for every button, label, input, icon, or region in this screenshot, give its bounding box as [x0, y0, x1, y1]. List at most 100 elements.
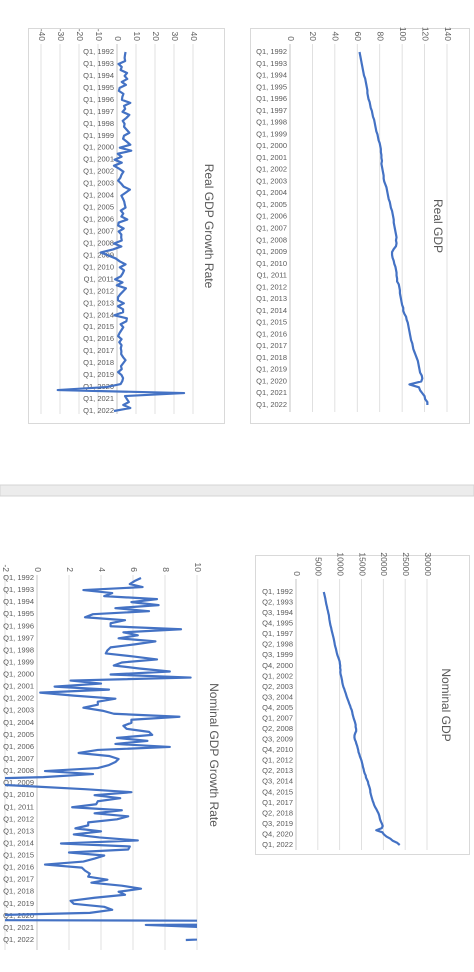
- y-tick-label: 60: [353, 32, 363, 42]
- x-tick-label: Q1, 2002: [3, 694, 34, 703]
- y-tick-label: 10: [132, 32, 142, 42]
- x-tick-label: Q1, 2002: [256, 165, 287, 174]
- y-tick-label: 120: [420, 27, 430, 41]
- y-tick-label: 40: [189, 32, 199, 42]
- y-tick-label: 4: [97, 567, 107, 572]
- y-tick-label: 140: [443, 27, 453, 41]
- chart: 0 20 40 60 80 100 120 140 Q1, 1992 Q1, 1993 Q1, 19…: [250, 27, 470, 424]
- x-tick-label: Q2, 1998: [262, 640, 293, 649]
- x-tick-label: Q1, 1997: [262, 629, 293, 638]
- y-tick-label: 80: [375, 32, 385, 42]
- x-tick-label: Q4, 2000: [262, 661, 293, 670]
- x-tick-label: Q1, 2000: [3, 670, 34, 679]
- x-tick-label: Q1, 2022: [3, 935, 34, 944]
- chart: 0 5000 10000 15000 20000 25000 30000 Q1, 1992 Q2…: [255, 552, 470, 855]
- x-tick-label: Q1, 1993: [256, 59, 287, 68]
- x-tick-label: Q3, 1999: [262, 650, 293, 659]
- y-tick-label: 100: [398, 27, 408, 41]
- x-tick-label: Q1, 2018: [3, 887, 34, 896]
- x-tick-label: Q1, 2022: [262, 840, 293, 849]
- x-tick-label: Q3, 1994: [262, 608, 293, 617]
- x-tick-label: Q1, 1996: [83, 95, 114, 104]
- x-tick-label: Q1, 2015: [83, 322, 114, 331]
- data-line: [322, 591, 401, 846]
- x-tick-label: Q1, 1998: [3, 645, 34, 654]
- y-tick-label: -10: [94, 29, 104, 42]
- x-tick-label: Q1, 2018: [256, 353, 287, 362]
- x-tick-label: Q1, 1992: [83, 47, 114, 56]
- x-tick-label: Q1, 2012: [256, 282, 287, 291]
- x-tick-label: Q1, 2013: [83, 298, 114, 307]
- y-tick-label: 10000: [335, 552, 345, 576]
- x-tick-label: Q1, 1999: [256, 129, 287, 138]
- x-tick-label: Q1, 1996: [3, 621, 34, 630]
- x-tick-label: Q1, 2009: [3, 778, 34, 787]
- y-tick-label: 20: [308, 32, 318, 42]
- x-tick-label: Q1, 2006: [256, 212, 287, 221]
- y-tick-label: 0: [33, 567, 43, 572]
- chart-border: [28, 28, 225, 424]
- x-tick-label: Q1, 2014: [3, 838, 34, 847]
- x-tick-label: Q1, 2007: [3, 754, 34, 763]
- x-tick-label: Q1, 2019: [83, 370, 114, 379]
- x-tick-label: Q1, 1995: [83, 83, 114, 92]
- x-tick-label: Q1, 2005: [3, 730, 34, 739]
- data-line: [5, 577, 197, 942]
- y-tick-label: 30: [170, 32, 180, 42]
- y-tick-label: 0: [113, 36, 123, 41]
- y-tick-label: 5000: [314, 557, 324, 576]
- x-tick-label: Q1, 1998: [256, 118, 287, 127]
- x-tick-label: Q1, 2001: [3, 682, 34, 691]
- x-tick-label: Q1, 2011: [84, 274, 114, 283]
- x-tick-label: Q2, 2003: [262, 682, 293, 691]
- x-tick-label: Q1, 1998: [83, 119, 114, 128]
- data-line: [56, 51, 186, 413]
- x-tick-label: Q1, 2019: [256, 365, 287, 374]
- y-tick-label: 20: [151, 32, 161, 42]
- x-tick-label: Q1, 1999: [83, 131, 114, 140]
- x-tick-label: Q1, 1995: [3, 609, 34, 618]
- x-tick-label: Q1, 2022: [256, 400, 287, 409]
- x-tick-label: Q1, 2021: [83, 394, 114, 403]
- y-tick-label: -20: [75, 29, 85, 42]
- x-tick-label: Q1, 1999: [3, 657, 34, 666]
- x-tick-label: Q1, 1994: [83, 71, 114, 80]
- x-tick-label: Q1, 2010: [3, 790, 34, 799]
- x-tick-label: Q1, 2015: [3, 851, 34, 860]
- x-tick-label: Q1, 1992: [3, 573, 34, 582]
- x-tick-label: Q1, 2009: [256, 247, 287, 256]
- x-tick-label: Q1, 2017: [262, 798, 293, 807]
- y-tick-label: 15000: [357, 552, 367, 576]
- x-tick-label: Q1, 2005: [256, 200, 287, 209]
- chart: -40 -30 -20 -10 0 10 20 30 40 Q1, 1992 Q1, 1993 Q1,…: [28, 28, 225, 424]
- x-tick-label: Q1, 2000: [256, 141, 287, 150]
- x-tick-label: Q1, 2002: [262, 671, 293, 680]
- x-tick-label: Q1, 2006: [83, 215, 114, 224]
- x-tick-label: Q1, 2016: [256, 329, 287, 338]
- x-tick-label: Q1, 1995: [256, 82, 287, 91]
- y-tick-label: 0: [286, 36, 296, 41]
- x-tick-label: Q1, 2007: [262, 713, 293, 722]
- x-tick-label: Q1, 2014: [83, 310, 114, 319]
- y-tick-label: 40: [331, 32, 341, 42]
- x-tick-label: Q1, 2011: [257, 271, 287, 280]
- x-tick-label: Q1, 2010: [83, 262, 114, 271]
- x-tick-label: Q1, 2015: [256, 318, 287, 327]
- y-tick-label: 2: [65, 567, 75, 572]
- x-tick-label: Q1, 2008: [256, 235, 287, 244]
- x-tick-label: Q1, 2003: [83, 179, 114, 188]
- x-tick-label: Q4, 2015: [262, 787, 293, 796]
- x-tick-label: Q1, 1997: [3, 633, 34, 642]
- x-tick-label: Q1, 2004: [256, 188, 287, 197]
- x-tick-label: Q1, 2003: [256, 176, 287, 185]
- y-tick-label: 0: [292, 571, 302, 576]
- x-tick-label: Q4, 1995: [262, 619, 293, 628]
- x-tick-label: Q1, 2014: [256, 306, 287, 315]
- y-tick-label: 20000: [379, 552, 389, 576]
- x-tick-label: Q1, 2008: [3, 766, 34, 775]
- chart-border: [255, 555, 470, 855]
- x-tick-label: Q1, 2022: [83, 406, 114, 415]
- y-tick-label: -2: [1, 564, 11, 572]
- x-tick-label: Q1, 1994: [256, 71, 287, 80]
- x-tick-label: Q1, 2017: [256, 341, 287, 350]
